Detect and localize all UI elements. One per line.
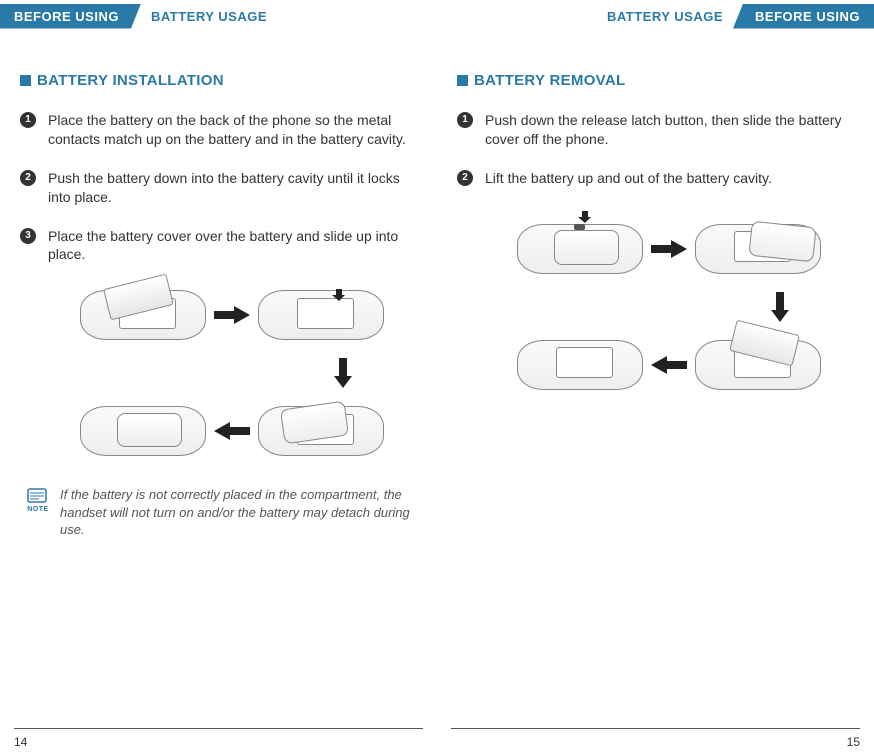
phone-figure xyxy=(78,284,208,346)
diagram-row xyxy=(46,284,417,346)
arrow-down-icon xyxy=(770,290,790,324)
phone-figure xyxy=(78,400,208,462)
step-number-icon: 1 xyxy=(20,112,36,128)
header-left: BEFORE USING BATTERY USAGE xyxy=(20,2,417,30)
diagram-row xyxy=(46,354,417,392)
page-left: BEFORE USING BATTERY USAGE BATTERY INSTA… xyxy=(0,0,437,755)
install-diagram xyxy=(46,284,417,462)
list-item: 3 Place the battery cover over the batte… xyxy=(20,227,417,265)
removal-steps: 1 Push down the release latch button, th… xyxy=(457,111,854,188)
page-number: 15 xyxy=(847,735,860,749)
diagram-row xyxy=(46,400,417,462)
arrow-right-icon xyxy=(649,239,689,259)
chapter-title: BATTERY USAGE xyxy=(597,9,733,24)
square-bullet-icon xyxy=(457,75,468,86)
step-text: Place the battery cover over the battery… xyxy=(48,227,417,265)
section-title-removal: BATTERY REMOVAL xyxy=(457,72,854,89)
step-number-icon: 2 xyxy=(20,170,36,186)
note-label: NOTE xyxy=(27,506,48,513)
section-title-install: BATTERY INSTALLATION xyxy=(20,72,417,89)
arrow-right-icon xyxy=(212,305,252,325)
step-number-icon: 3 xyxy=(20,228,36,244)
arrow-down-icon xyxy=(578,210,592,224)
note-icon: NOTE xyxy=(24,486,52,513)
header-right: BATTERY USAGE BEFORE USING xyxy=(457,2,854,30)
arrow-left-icon xyxy=(649,355,689,375)
step-text: Lift the battery up and out of the batte… xyxy=(485,169,854,188)
diagram-row xyxy=(483,334,854,396)
footer-rule xyxy=(451,728,860,729)
chapter-title: BATTERY USAGE xyxy=(141,9,277,24)
arrow-left-icon xyxy=(212,421,252,441)
phone-figure xyxy=(256,400,386,462)
step-number-icon: 2 xyxy=(457,170,473,186)
phone-figure xyxy=(515,334,645,396)
step-number-icon: 1 xyxy=(457,112,473,128)
square-bullet-icon xyxy=(20,75,31,86)
list-item: 1 Place the battery on the back of the p… xyxy=(20,111,417,149)
page-right: BATTERY USAGE BEFORE USING BATTERY REMOV… xyxy=(437,0,874,755)
step-text: Push down the release latch button, then… xyxy=(485,111,854,149)
page-number: 14 xyxy=(14,735,27,749)
phone-figure xyxy=(515,218,645,280)
list-item: 2 Push the battery down into the battery… xyxy=(20,169,417,207)
manual-spread: BEFORE USING BATTERY USAGE BATTERY INSTA… xyxy=(0,0,874,755)
arrow-down-icon xyxy=(332,288,346,302)
list-item: 2 Lift the battery up and out of the bat… xyxy=(457,169,854,188)
note-block: NOTE If the battery is not correctly pla… xyxy=(24,486,417,539)
footer-rule xyxy=(14,728,423,729)
phone-figure xyxy=(693,218,823,280)
list-item: 1 Push down the release latch button, th… xyxy=(457,111,854,149)
step-text: Push the battery down into the battery c… xyxy=(48,169,417,207)
step-text: Place the battery on the back of the pho… xyxy=(48,111,417,149)
install-steps: 1 Place the battery on the back of the p… xyxy=(20,111,417,264)
section-title-text: BATTERY INSTALLATION xyxy=(37,72,224,89)
tab-before-using: BEFORE USING xyxy=(0,4,141,29)
removal-diagram xyxy=(483,218,854,396)
note-text: If the battery is not correctly placed i… xyxy=(60,486,417,539)
arrow-down-icon xyxy=(333,356,353,390)
phone-figure xyxy=(256,284,386,346)
phone-figure xyxy=(693,334,823,396)
section-title-text: BATTERY REMOVAL xyxy=(474,72,625,89)
diagram-row xyxy=(483,218,854,280)
diagram-row xyxy=(483,288,854,326)
tab-before-using: BEFORE USING xyxy=(733,4,874,29)
